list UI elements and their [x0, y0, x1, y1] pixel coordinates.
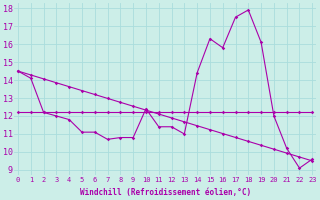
X-axis label: Windchill (Refroidissement éolien,°C): Windchill (Refroidissement éolien,°C)	[80, 188, 251, 197]
